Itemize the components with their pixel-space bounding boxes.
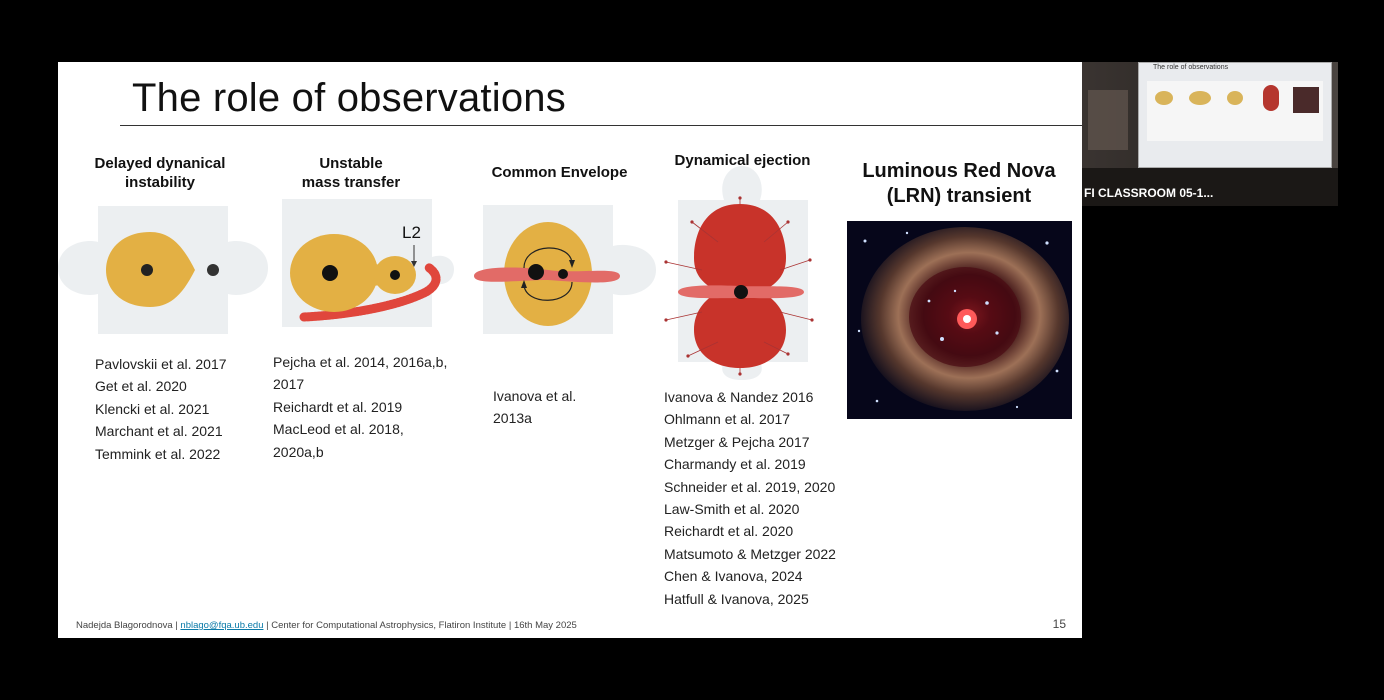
heading-line: Common Envelope (491, 164, 628, 181)
room-door (1088, 90, 1128, 150)
reference: Temmink et al. 2022 (95, 445, 221, 462)
mass-stream (299, 262, 441, 322)
column-heading-delayed-instability: Delayed dynanical instability (80, 154, 240, 192)
camera-room-label: FI CLASSROOM 05-1... (1084, 186, 1214, 200)
donor-core (141, 264, 153, 276)
column-heading-common-envelope: Common Envelope (478, 163, 641, 182)
lrn-title-line: (LRN) transient (886, 185, 1032, 207)
dynamical-ejection-diagram (664, 166, 814, 380)
donor-core (528, 264, 544, 280)
reference: Hatfull & Ivanova, 2025 (664, 590, 809, 607)
heading-line: instability (124, 174, 195, 191)
reference: Get et al. 2020 (95, 378, 187, 395)
orbit-arrow-lower (523, 281, 573, 301)
outflow-disk (474, 267, 620, 283)
companion-core (558, 269, 568, 279)
footer-email-link[interactable]: nblago@fqa.ub.edu (180, 620, 264, 631)
room-floor (1082, 168, 1338, 206)
refs-common-envelope: Ivanova et al. 2013a (493, 385, 576, 430)
slide-title: The role of observations (132, 76, 566, 120)
reference: Reichardt et al. 2019 (273, 398, 403, 415)
l2-arrowhead (411, 261, 417, 267)
lrn-title-line: Luminous Red Nova (862, 160, 1056, 182)
heading-line: Delayed dynanical (94, 155, 226, 172)
footer-author: Nadejda Blagorodnova | (76, 620, 181, 631)
reference: Chen & Ivanova, 2024 (664, 568, 803, 585)
column-heading-dynamical-ejection: Dynamical ejection (660, 151, 825, 170)
page-number: 15 (1052, 617, 1066, 631)
reference: Marchant et al. 2021 (95, 423, 223, 440)
reference: Charmandy et al. 2019 (664, 456, 806, 473)
reference: Schneider et al. 2019, 2020 (664, 478, 836, 495)
camera-screen-content (1147, 81, 1323, 141)
delayed-instability-diagram (58, 206, 268, 334)
reference: Pavlovskii et al. 2017 (95, 356, 227, 372)
reference: Pejcha et al. 2014, 2016a,b, (273, 354, 448, 370)
common-envelope-diagram (474, 205, 656, 334)
reference: 2017 (273, 376, 305, 393)
reference: 2020a,b (273, 443, 324, 460)
lrn-nebula-photo (847, 221, 1072, 419)
companion-star (207, 264, 219, 276)
accretor-core (390, 270, 400, 280)
reference: Klencki et al. 2021 (95, 400, 210, 417)
ejecta-velocity-arrows (664, 196, 814, 376)
refs-mass-transfer: Pejcha et al. 2014, 2016a,b, 2017 Reicha… (273, 351, 447, 463)
l2-label: L2 (402, 223, 421, 242)
mini-diagram (1189, 91, 1211, 105)
reference: Reichardt et al. 2020 (664, 523, 794, 540)
mini-diagram (1155, 91, 1173, 105)
refs-dynamical-ejection: Ivanova & Nandez 2016 Ohlmann et al. 201… (664, 386, 836, 610)
column-heading-unstable-mass-transfer: Unstable mass transfer (271, 154, 431, 192)
camera-screen-title: The role of observations (1153, 64, 1229, 71)
camera-projection-screen: The role of observations (1138, 62, 1332, 168)
reference: Matsumoto & Metzger 2022 (664, 545, 836, 562)
reference: MacLeod et al. 2018, (273, 421, 404, 438)
footer-affiliation: | Center for Computational Astrophysics,… (263, 620, 577, 631)
donor-core (322, 265, 338, 281)
heading-line: Dynamical ejection (674, 152, 811, 169)
reference: Law-Smith et al. 2020 (664, 501, 800, 518)
mini-diagram (1263, 85, 1279, 111)
reference: Ivanova & Nandez 2016 (664, 389, 814, 405)
reference: Ohlmann et al. 2017 (664, 411, 791, 428)
refs-delayed-instability: Pavlovskii et al. 2017 Get et al. 2020 K… (95, 353, 227, 465)
merger-core (734, 285, 748, 299)
heading-line: Unstable (319, 155, 383, 172)
mini-diagram (1227, 91, 1243, 105)
mini-photo (1293, 87, 1319, 113)
reference: 2013a (493, 410, 532, 427)
lrn-title: Luminous Red Nova (LRN) transient (848, 159, 1070, 209)
reference: Ivanova et al. (493, 388, 577, 404)
orbit-arrowhead (569, 260, 575, 268)
reference: Metzger & Pejcha 2017 (664, 433, 810, 450)
slide-footer: Nadejda Blagorodnova | nblago@fqa.ub.edu… (76, 620, 577, 631)
mass-transfer-diagram (282, 199, 454, 327)
camera-feed: The role of observations FI CLASSROOM 05… (1082, 62, 1338, 206)
heading-line: mass transfer (301, 174, 401, 191)
presentation-slide: The role of observations Delayed dynanic… (58, 62, 1082, 638)
orbit-arrowhead (521, 280, 527, 288)
orbit-arrow-upper (523, 247, 573, 269)
title-divider (120, 125, 1082, 126)
